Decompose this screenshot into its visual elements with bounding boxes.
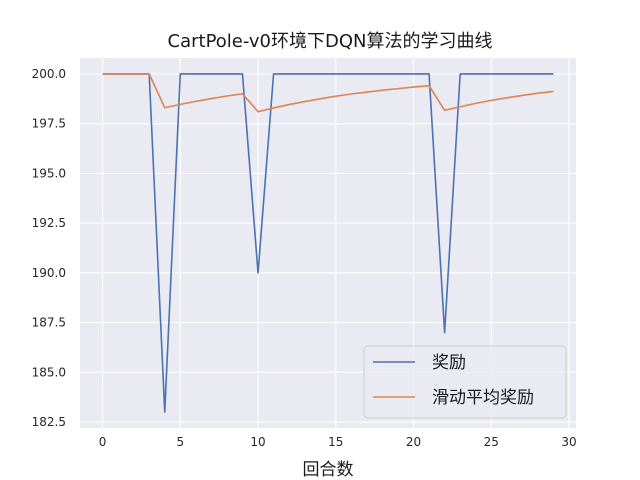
legend-label-moving-average: 滑动平均奖励	[432, 388, 534, 408]
x-tick-label: 0	[99, 435, 107, 449]
y-tick-label: 190.0	[32, 266, 66, 280]
x-tick-label: 15	[328, 435, 343, 449]
y-tick-label: 185.0	[32, 365, 66, 379]
x-tick-label: 10	[250, 435, 265, 449]
legend-box	[363, 345, 567, 419]
x-axis-label: 回合数	[303, 460, 354, 480]
legend-label-reward: 奖励	[432, 353, 466, 373]
y-tick-label: 195.0	[32, 166, 66, 180]
chart-title: CartPole-v0环境下DQN算法的学习曲线	[168, 31, 493, 52]
x-tick-label: 30	[561, 435, 576, 449]
y-tick-label: 187.5	[32, 316, 66, 330]
y-tick-label: 192.5	[32, 216, 66, 230]
moving-average-line	[102, 73, 554, 113]
y-tick-label: 200.0	[32, 67, 66, 81]
tick-labels: 0 5 10 15 20 25 30 182.5 185.0 187.5 190.0 192.5 195…	[32, 67, 577, 449]
y-tick-label: 182.5	[32, 415, 66, 429]
x-tick-label: 25	[484, 435, 499, 449]
x-tick-label: 5	[176, 435, 184, 449]
x-tick-label: 20	[406, 435, 421, 449]
y-tick-label: 197.5	[32, 117, 66, 131]
series-layer	[102, 73, 554, 413]
reward-line	[102, 73, 554, 413]
legend: 奖励 滑动平均奖励	[363, 345, 567, 419]
